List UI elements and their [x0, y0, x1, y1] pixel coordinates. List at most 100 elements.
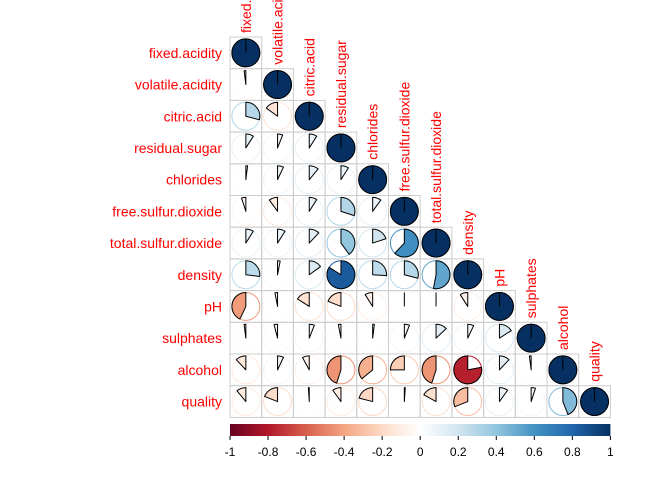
pie-cell-total.sulfur.dioxide-chlorides [358, 228, 388, 258]
pie-cell-sulphates-pH [485, 323, 514, 353]
pie-cell-density-volatile.acidity [263, 260, 292, 290]
pie-cell-volatile.acidity-volatile.acidity [263, 70, 292, 99]
pie-wedge [235, 355, 247, 371]
column-label: total.sulfur.dioxide [428, 111, 444, 223]
colorbar-tick-label: -1 [225, 445, 236, 459]
pie-cell-free.sulfur.dioxide-chlorides [358, 196, 388, 226]
pie-cell-density-total.sulfur.dioxide [421, 260, 451, 290]
pie-cell-alcohol-density [453, 355, 483, 385]
pie-wedge [277, 165, 284, 181]
pie-cell-sulphates-residual.sugar [326, 323, 356, 353]
pie-wedge [307, 387, 310, 403]
pie-cell-sulphates-volatile.acidity [263, 323, 292, 353]
colorbar-tick-label: -0.6 [296, 445, 317, 459]
pie-wedge [245, 133, 254, 149]
colorbar-tick-label: -0.4 [334, 445, 355, 459]
pie-cell-chlorides-chlorides [358, 165, 388, 195]
pie-wedge [337, 323, 342, 339]
pie-cell-residual.sugar-volatile.acidity [263, 133, 292, 163]
pie-cell-quality-citric.acid [294, 387, 324, 416]
column-label: pH [491, 269, 507, 287]
pie-wedge [277, 260, 281, 276]
pie-wedge [274, 292, 279, 307]
pie-cell-alcohol-residual.sugar [326, 355, 356, 385]
row-label: chlorides [166, 172, 222, 188]
column-label: fixed.acidity [238, 0, 254, 33]
pie-cell-free.sulfur.dioxide-fixed.acidity [231, 196, 261, 226]
pie-wedge [432, 260, 451, 290]
pie-cell-free.sulfur.dioxide-volatile.acidity [263, 196, 292, 226]
pie-cell-quality-residual.sugar [326, 387, 356, 416]
pie-wedge [245, 101, 261, 121]
pie-cell-alcohol-alcohol [548, 355, 578, 385]
pie-cell-density-residual.sugar [326, 260, 356, 290]
pie-wedge [340, 228, 356, 255]
colorbar-tick-label: 1 [607, 445, 614, 459]
pie-wedge [245, 228, 254, 244]
column-label: sulphates [523, 258, 539, 318]
pie-wedge [245, 260, 261, 277]
pie-cell-quality-quality [580, 387, 609, 416]
pie-wedge [562, 387, 578, 416]
grid-cell [578, 385, 611, 418]
pie-wedge [302, 355, 310, 371]
pie-wedge [277, 355, 284, 371]
pie-cell-chlorides-citric.acid [294, 165, 324, 195]
pie-wedge [277, 228, 286, 244]
pie-cell-alcohol-chlorides [358, 355, 388, 385]
column-label: residual.sugar [333, 40, 349, 128]
column-label: citric.acid [301, 38, 317, 96]
pie-wedge [326, 260, 356, 290]
pie-cell-quality-total.sulfur.dioxide [421, 387, 451, 416]
pie-wedge [332, 387, 342, 403]
pie-cell-fixed.acidity-fixed.acidity [231, 38, 261, 68]
pie-cell-total.sulfur.dioxide-volatile.acidity [263, 228, 292, 258]
pie-cell-quality-density [453, 387, 483, 416]
pie-wedge [421, 355, 437, 384]
pie-cell-total.sulfur.dioxide-free.sulfur.dioxide [389, 228, 419, 258]
pie-wedge [358, 387, 374, 403]
pie-wedge [403, 260, 419, 279]
pie-wedge [268, 196, 279, 212]
pie-wedge [403, 387, 406, 403]
pie-cell-total.sulfur.dioxide-fixed.acidity [231, 228, 261, 258]
row-label: sulphates [162, 330, 222, 346]
colorbar-gradient [230, 424, 611, 436]
pie-wedge [308, 196, 318, 212]
pie-cell-volatile.acidity-fixed.acidity [231, 70, 261, 99]
pie-wedge [326, 355, 342, 384]
pie-wedge [372, 228, 387, 244]
pie-cell-quality-sulphates [516, 387, 546, 416]
pie-wedge [459, 292, 469, 307]
pie-wedge [327, 292, 342, 307]
column-labels: fixed.acidity volatile.acidity citric.acid… [238, 0, 603, 382]
grid-layer [229, 36, 611, 418]
column-label: quality [587, 341, 603, 381]
pie-wedge [453, 387, 469, 408]
pie-cell-pH-total.sulfur.dioxide [421, 292, 451, 321]
pie-cell-density-density [453, 260, 483, 290]
colorbar-tick-label: 0.4 [488, 445, 505, 459]
pie-cell-free.sulfur.dioxide-residual.sugar [326, 196, 356, 226]
pie-cell-sulphates-sulphates [516, 323, 546, 353]
pie-cell-density-fixed.acidity [231, 260, 261, 290]
pie-cell-total.sulfur.dioxide-total.sulfur.dioxide [421, 228, 451, 258]
pie-wedge [372, 260, 388, 277]
pie-cell-residual.sugar-citric.acid [294, 133, 324, 163]
row-labels: fixed.acidity volatile.acidity citric.acid… [110, 45, 222, 410]
pie-cell-density-chlorides [358, 260, 388, 290]
pie-wedge [498, 323, 512, 339]
colorbar-tick-label: -0.2 [372, 445, 393, 459]
pie-cell-total.sulfur.dioxide-residual.sugar [326, 228, 356, 258]
row-label: citric.acid [164, 108, 222, 124]
pie-wedge [403, 323, 410, 339]
pie-cell-citric.acid-citric.acid [294, 101, 324, 131]
pie-wedge [265, 101, 279, 117]
pie-cell-alcohol-sulphates [516, 355, 546, 385]
pie-wedge [308, 260, 322, 276]
pie-wedge [231, 292, 247, 320]
pie-wedge [308, 165, 319, 181]
colorbar-tick-label: 0 [417, 445, 424, 459]
row-label: fixed.acidity [149, 45, 222, 61]
pie-cell-citric.acid-fixed.acidity [231, 101, 261, 131]
